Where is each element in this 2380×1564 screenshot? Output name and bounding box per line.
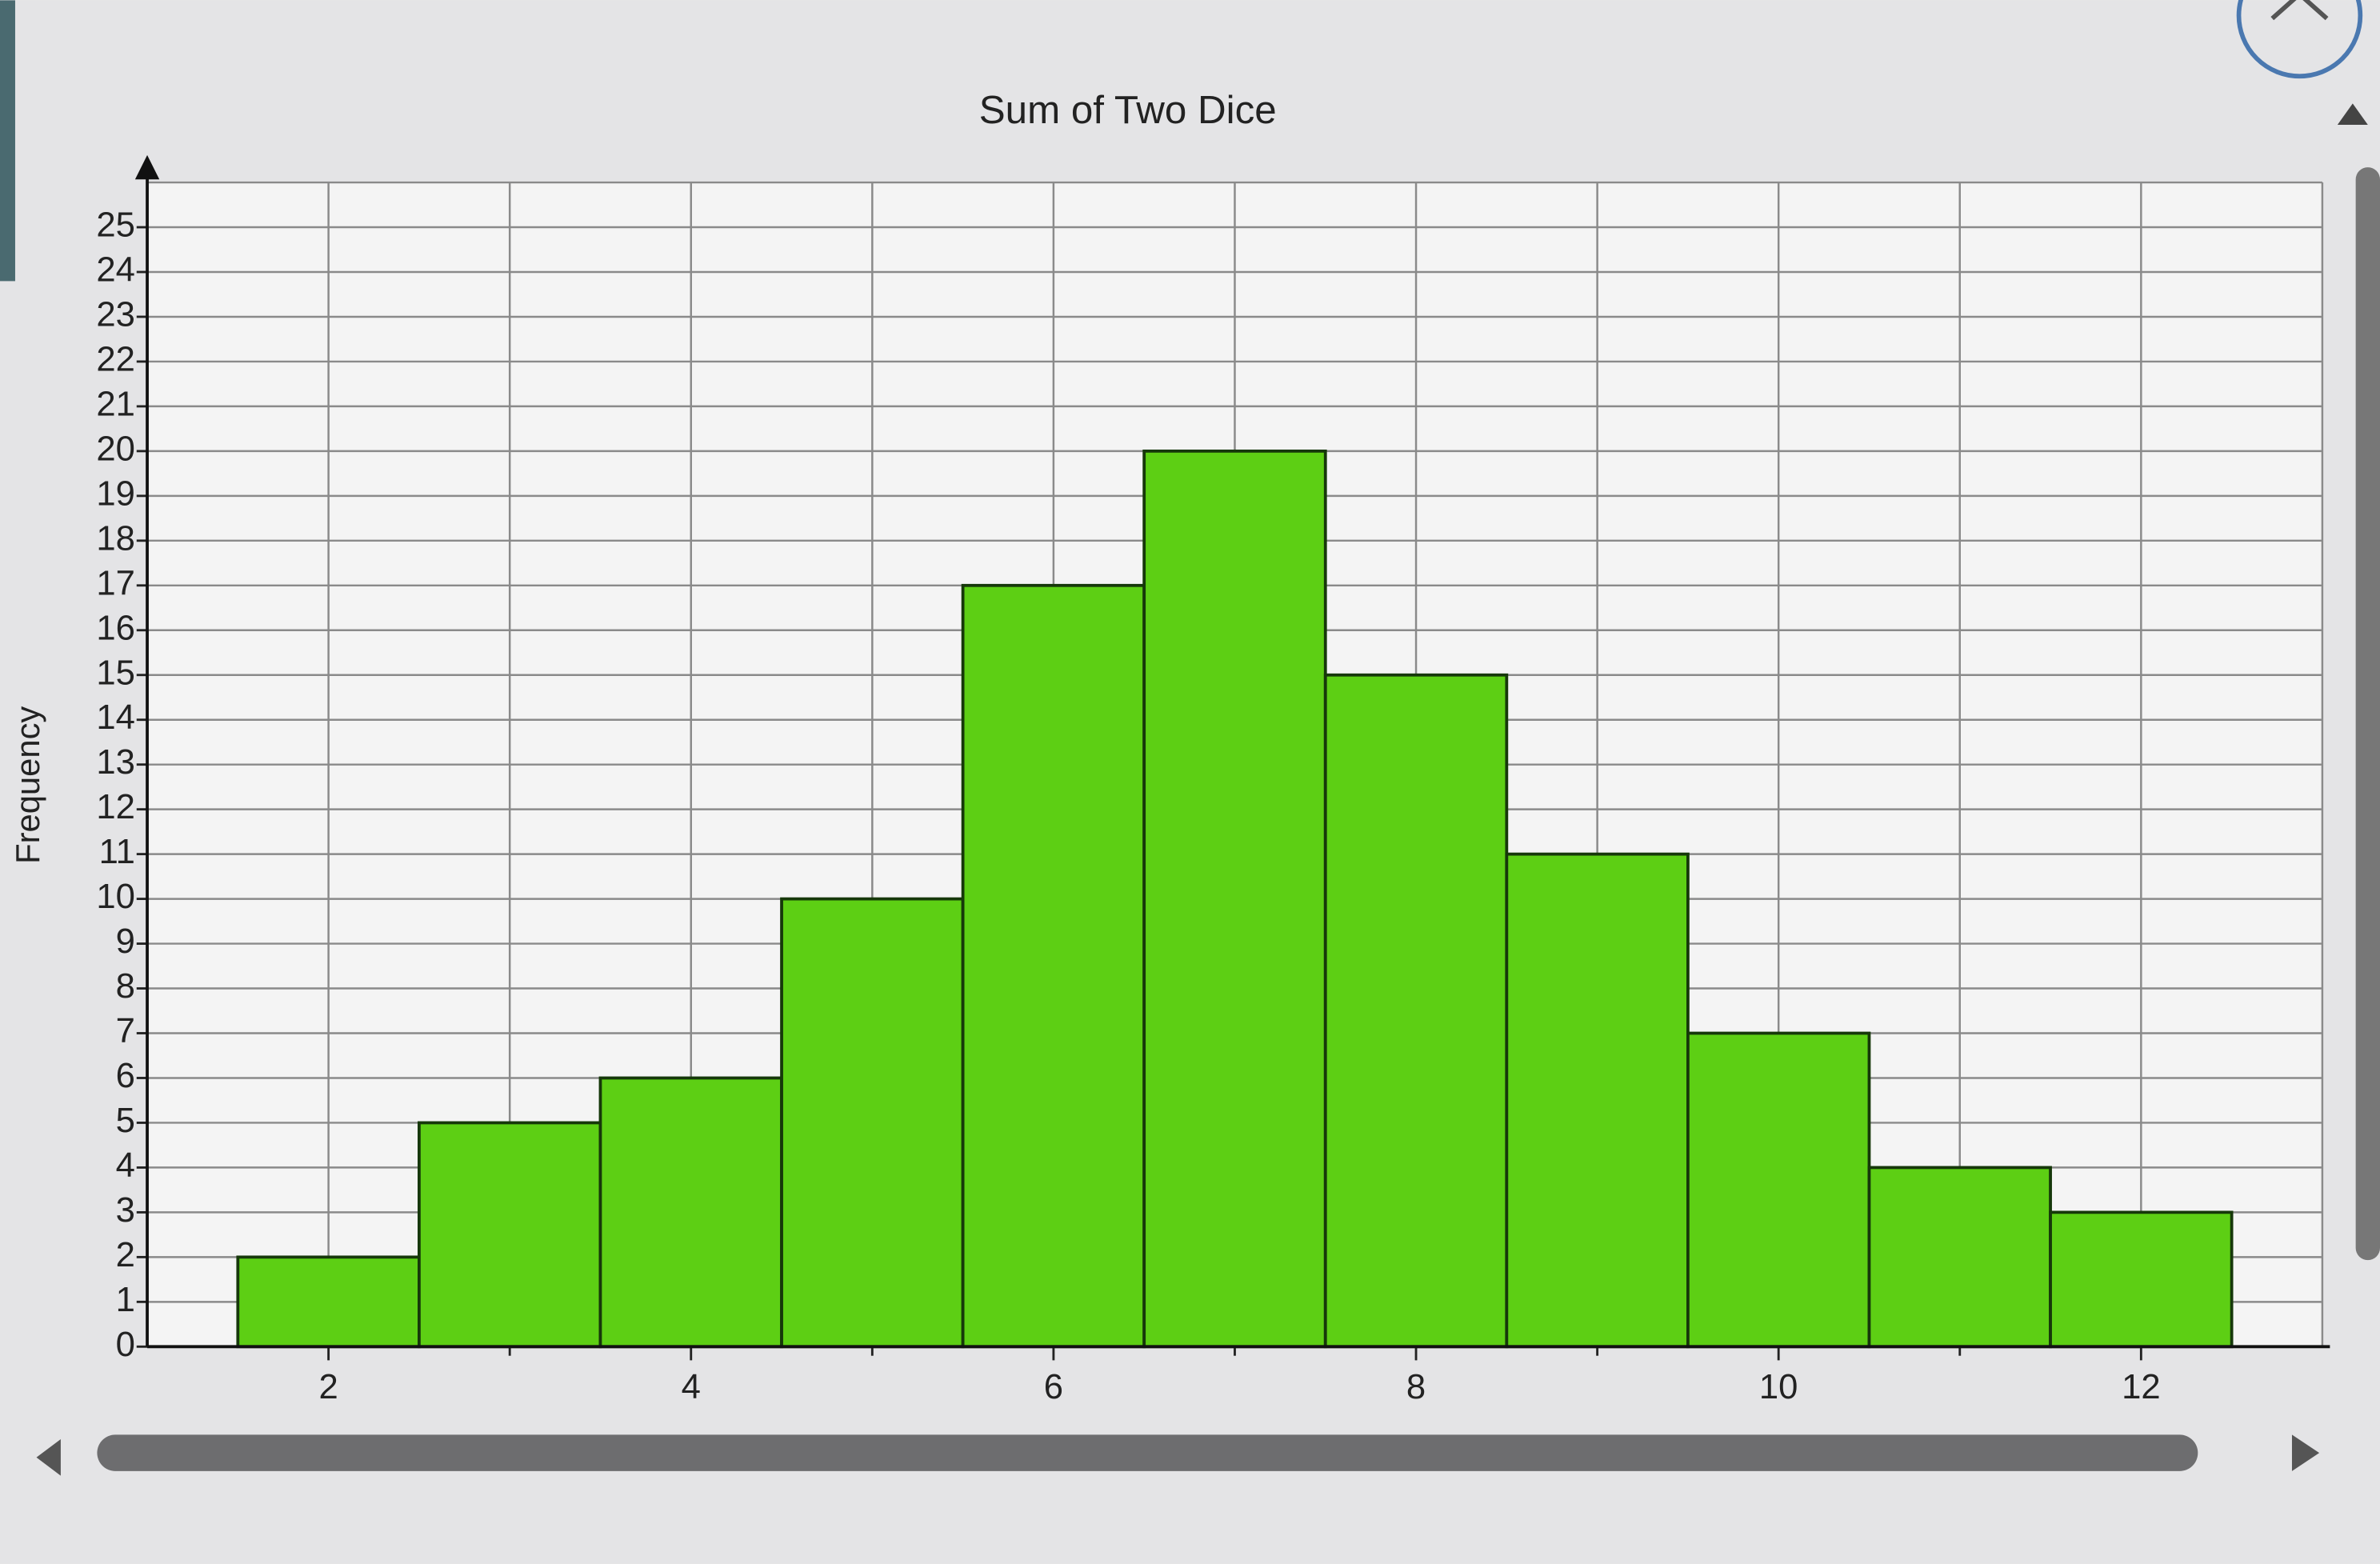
bar	[1323, 673, 1509, 1349]
bar	[2049, 1210, 2234, 1349]
close-button[interactable]	[2236, 0, 2363, 79]
vertical-scrollbar[interactable]	[2355, 167, 2380, 1261]
side-edge	[0, 0, 15, 282]
y-tick-label: 21	[96, 385, 135, 423]
bar	[418, 1121, 602, 1349]
close-icon	[2270, 0, 2329, 21]
y-tick-label: 15	[96, 654, 135, 692]
y-tick-label: 8	[116, 967, 135, 1006]
y-tick-label: 1	[116, 1281, 135, 1319]
y-tick-label: 25	[96, 206, 135, 245]
y-axis-label: Frequency	[9, 706, 46, 864]
chart-title: Sum of Two Dice	[979, 88, 1277, 132]
y-tick-label: 0	[116, 1326, 135, 1364]
bar	[961, 583, 1146, 1349]
y-tick-label: 14	[96, 698, 135, 737]
y-tick-label: 16	[96, 609, 135, 647]
bar	[780, 897, 965, 1349]
bar	[236, 1255, 421, 1349]
y-axis-arrow	[134, 154, 160, 180]
x-tick-label: 12	[2122, 1368, 2161, 1406]
y-tick-label: 3	[116, 1191, 135, 1230]
y-tick-label: 11	[99, 833, 135, 871]
y-tick-label: 19	[96, 474, 135, 513]
x-tick-label: 10	[1759, 1368, 1798, 1406]
x-tick-label: 2	[318, 1368, 338, 1406]
bar	[1686, 1031, 1871, 1349]
x-tick-label: 6	[1044, 1368, 1063, 1406]
scroll-right[interactable]	[2291, 1434, 2320, 1471]
y-tick-label: 13	[96, 743, 135, 782]
bar	[1505, 852, 1690, 1349]
bar	[1867, 1166, 2052, 1349]
scroll-up[interactable]	[2337, 103, 2368, 125]
horizontal-scrollbar[interactable]	[97, 1434, 2198, 1471]
bars	[236, 449, 2234, 1349]
y-tick-label: 12	[96, 788, 135, 826]
y-tick-label: 20	[96, 430, 135, 468]
axes: 0123456789101112131415161718192021222324…	[96, 154, 2330, 1406]
y-tick-label: 4	[116, 1146, 135, 1185]
y-tick-label: 6	[116, 1057, 135, 1095]
y-tick-label: 24	[96, 251, 135, 290]
y-tick-label: 2	[116, 1236, 135, 1274]
y-tick-label: 9	[116, 922, 135, 961]
x-tick-label: 4	[682, 1368, 701, 1406]
y-tick-label: 23	[96, 296, 135, 334]
y-tick-label: 18	[96, 519, 135, 558]
y-tick-label: 22	[96, 340, 135, 378]
bar	[598, 1076, 783, 1349]
x-tick-label: 8	[1406, 1368, 1426, 1406]
scroll-left[interactable]	[36, 1439, 61, 1476]
y-tick-label: 5	[116, 1102, 135, 1140]
y-tick-label: 10	[96, 878, 135, 916]
y-tick-label: 7	[116, 1012, 135, 1050]
y-tick-label: 17	[96, 564, 135, 602]
bar	[1142, 449, 1327, 1349]
